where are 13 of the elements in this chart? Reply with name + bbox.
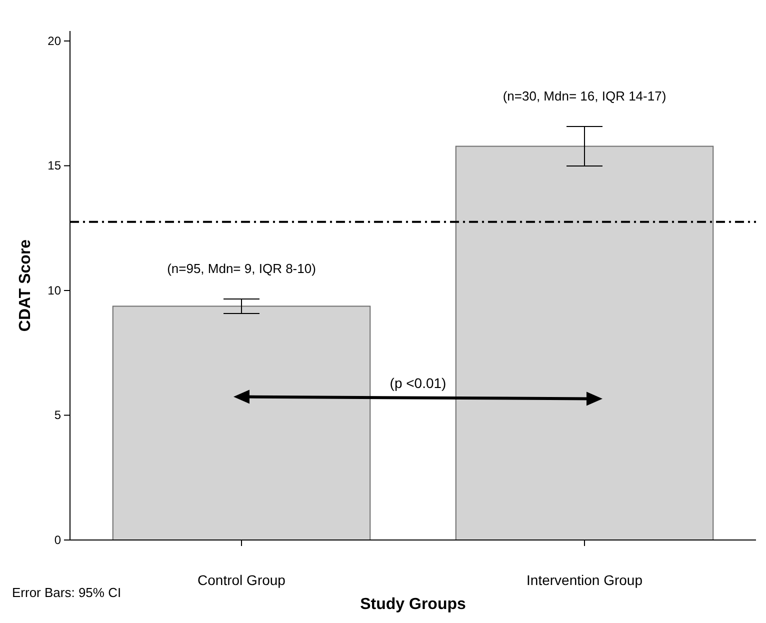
y-tick-label: 5	[54, 408, 62, 422]
annotation: (n=95, Mdn= 9, IQR 8-10)	[167, 260, 316, 276]
y-tick-label: 20	[48, 34, 62, 48]
x-axis-title: Study Groups	[360, 596, 466, 613]
x-tick-label: Intervention Group	[526, 572, 643, 588]
annotation: (p <0.01)	[390, 374, 446, 391]
y-tick-label: 10	[48, 283, 62, 298]
y-axis-title: CDAT Score	[17, 239, 34, 332]
y-tick-label: 0	[54, 533, 62, 547]
y-tick-label: 15	[48, 158, 62, 173]
x-tick-label: Control Group	[198, 572, 286, 588]
annotation: (n=30, Mdn= 16, IQR 14-17)	[502, 88, 666, 104]
text: Error Bars: 95% CI	[12, 585, 122, 600]
